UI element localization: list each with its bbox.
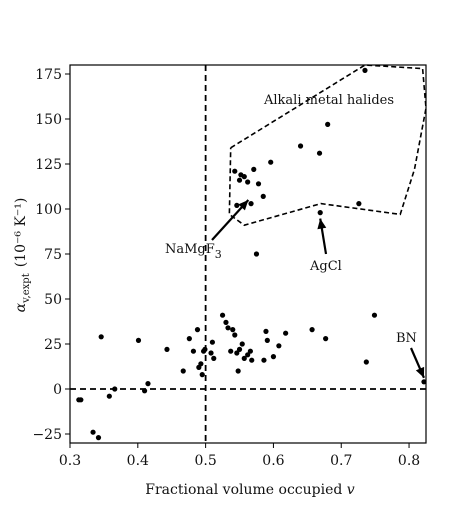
data-point [219, 312, 226, 318]
arrow-agcl-head [317, 218, 327, 230]
y-tick-label: 75 [44, 247, 62, 263]
data-point [253, 251, 260, 257]
annotation-namgf3: NaMgF3 [165, 242, 222, 261]
y-tick-label: −25 [32, 427, 62, 443]
data-point [186, 336, 192, 342]
data-point [194, 327, 201, 333]
y-axis-label-units: (10⁻⁶ K⁻¹) [13, 198, 29, 268]
data-point [232, 332, 238, 338]
data-point [251, 166, 257, 172]
data-point [234, 202, 240, 208]
data-point [245, 352, 251, 358]
arrow-namgf3-head [238, 200, 249, 211]
plot-area [70, 64, 427, 443]
x-tick-label: 0.3 [59, 453, 81, 469]
alkali-halides-region-outline [228, 64, 427, 227]
data-point [297, 143, 304, 149]
data-point [268, 159, 274, 165]
data-point [363, 359, 369, 365]
data-point [260, 193, 266, 199]
data-point [316, 150, 323, 156]
data-point [276, 343, 282, 349]
data-point [180, 368, 186, 374]
y-axis-label-subscript: v,expt [21, 273, 32, 304]
y-tick-label: 50 [44, 292, 62, 308]
data-point [249, 357, 255, 363]
data-point [261, 357, 267, 363]
data-point [145, 381, 151, 387]
y-tick-label: 25 [44, 337, 62, 353]
annotation-alkali-metal-halides: Alkali metal halides [263, 93, 394, 108]
data-point [190, 348, 197, 354]
y-axis-label-symbol: α [13, 302, 29, 312]
data-point [325, 121, 331, 127]
y-tick-label: 150 [35, 112, 62, 128]
data-point [209, 339, 215, 345]
data-point [211, 355, 217, 361]
y-tick-label: 125 [35, 157, 62, 173]
data-point [241, 355, 247, 361]
plot-frame [69, 64, 427, 444]
data-point [239, 341, 245, 347]
data-point [241, 174, 247, 180]
data-point [135, 337, 142, 343]
x-tick-label: 0.6 [262, 453, 284, 469]
x-axis-label: Fractional volume occupied v [145, 482, 355, 498]
data-point [164, 346, 170, 352]
data-point [371, 312, 378, 318]
data-point [98, 334, 104, 340]
data-point [421, 379, 427, 385]
data-point [90, 429, 96, 435]
data-point [225, 325, 231, 331]
data-point [323, 336, 329, 342]
y-tick-label: 100 [35, 202, 62, 218]
data-point [362, 67, 368, 73]
data-point [95, 435, 102, 441]
data-point [234, 350, 240, 356]
x-axis-ticks: 0.3 0.4 0.5 0.6 0.7 0.8 [59, 443, 420, 469]
x-tick-label: 0.8 [398, 453, 420, 469]
data-point [106, 393, 112, 399]
data-point [232, 168, 238, 174]
data-point [198, 361, 204, 367]
data-point [208, 350, 214, 356]
annotation-bn: BN [396, 331, 417, 346]
data-point [236, 346, 243, 352]
x-tick-label: 0.5 [194, 453, 216, 469]
data-point [247, 348, 253, 354]
y-tick-label: 0 [53, 382, 62, 398]
data-point [283, 330, 289, 336]
data-points [76, 67, 427, 441]
data-point [317, 210, 323, 216]
data-point [263, 328, 269, 334]
data-point [202, 346, 208, 352]
data-point [248, 201, 254, 207]
data-point [264, 337, 270, 343]
data-point [356, 201, 362, 207]
data-point [141, 388, 148, 394]
arrow-bn-head [415, 366, 425, 378]
data-point [236, 177, 243, 183]
data-point [223, 319, 229, 325]
data-point [78, 397, 84, 403]
data-point [230, 327, 236, 333]
data-point [228, 348, 234, 354]
data-point [245, 179, 251, 185]
y-axis-label: αv,expt (10⁻⁶ K⁻¹) [13, 198, 32, 313]
y-axis-ticks: −25 0 25 50 75 100 125 150 175 [32, 67, 70, 443]
annotation-arrows [211, 199, 425, 379]
data-point [112, 386, 118, 392]
data-point [309, 327, 315, 333]
data-point [235, 368, 241, 374]
data-point [270, 354, 277, 360]
data-point [255, 181, 262, 187]
annotation-agcl: AgCl [309, 259, 342, 274]
data-point [199, 372, 205, 378]
y-tick-label: 175 [35, 67, 62, 83]
x-tick-label: 0.4 [127, 453, 149, 469]
x-tick-label: 0.7 [330, 453, 352, 469]
